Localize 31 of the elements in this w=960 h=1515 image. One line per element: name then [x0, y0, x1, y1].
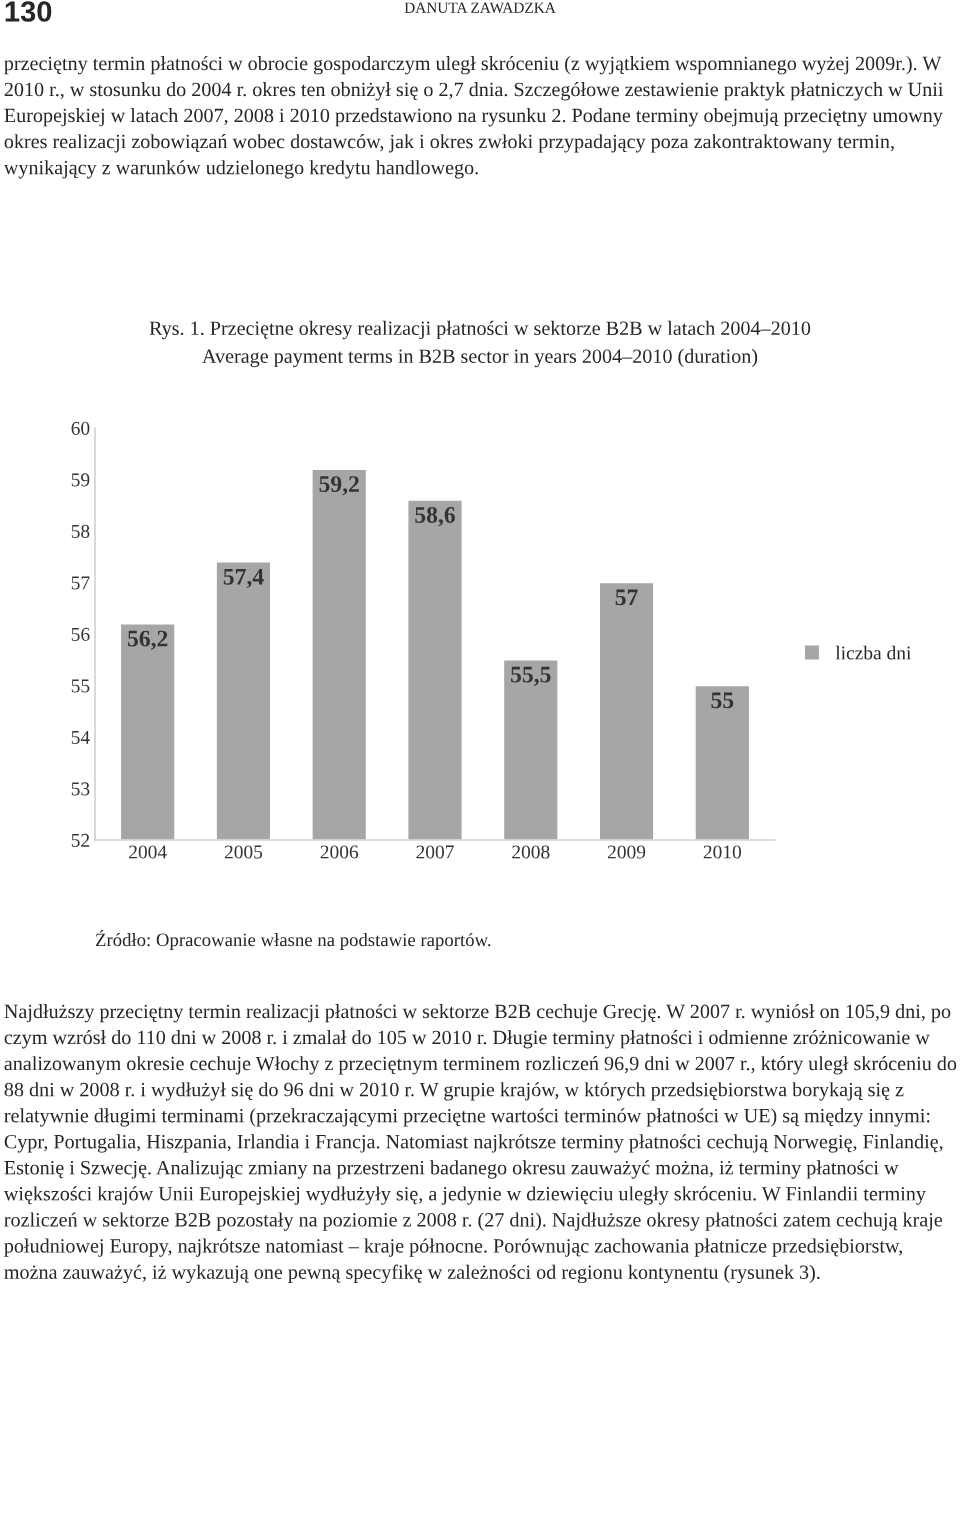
y-tick-label: 53 — [71, 782, 90, 796]
text: Źródło: Opracowanie własne na podstawie raportów. — [95, 929, 491, 951]
text: 55 — [711, 692, 734, 709]
y-tick-label: 58 — [71, 524, 90, 538]
text: przeciętny termin płatności w obrocie gospodarczym uległ skróceniu (z wyjątkiem wspomnianego wyżej 2009r.). W 2010 r., w stosunku do 2004 r. okres ten obniżył się o 2,7 dnia. Szczegółowe zestawienie praktyk płatniczych w Unii Europejskiej w latach 2007, 2008 i 2010 przedstawiono na rysunku 2. Podane terminy obejmują przeciętny umowny okres realizacji zobowiązań wobec dostawców, jak i okres zwłoki przypadający poza zakontraktowany termin, wynikający z warunków udzielonego kredytu handlowego. — [3, 56, 944, 179]
chart-title: Rys. 1. Przeciętne okresy realizacji płatności w sektorze B2B w latach 2004–2010 — [149, 320, 811, 340]
text: 55,5 — [511, 666, 551, 686]
y-tick-label: 60 — [71, 421, 90, 435]
text: DANUTA ZAWADZKA — [404, 2, 556, 13]
text: Najdłuższy przeciętny termin realizacji płatności w sektorze B2B cechuje Grecję. W 2007 r. wyniósł on 105,9 dni, po czym wzrósł do 110 dni w 2008 r. i zmalał do 105 w 2010 r. Długie terminy płatności i odmienne zróżnicowanie w analizowanym okresie cechuje Włochy z przeciętnym terminem rozliczeń 96,9 dni w 2007 r., który uległ skróceniu do 88 dni w 2008 r. i wydłużył się do 96 dni w 2010 r. W grupie krajów, w których przedsiębiorstwa borykają się z relatywnie długimi terminami (przekraczającymi przeciętne wartości terminów płatności w UE) są między innymi: Cypr, Portugalia, Hiszpania, Irlandia i Francja. Natomiast najkrótsze terminy płatności cechują Norwegię, Finlandię, Estonię i Szwecję. Analizując zmiany na przestrzeni badanego okresu zauważyć można, iż terminy płatności w większości krajów Unii Europejskiej wydłużyły się, a jedynie w dziewięciu uległy skróceniu. W Finlandii terminy rozliczeń w sektorze B2B pozostały na poziomie z 2008 r. (27 dni). Najdłuższe okresy płatności zatem cechują kraje południowej Europy, najkrótsze natomiast – kraje północne. Porównując zachowania płatnicze przedsiębiorstw, można zauważyć, iż wykazują one pewną specyfikę w zależności od regionu kontynentu (rysunek 3). — [3, 1004, 957, 1284]
y-tick-label: 55 — [71, 679, 90, 693]
x-tick-label: 2007 — [416, 845, 454, 859]
chart-subtitle: Average payment terms in B2B sector in years 2004–2010 (duration) — [202, 348, 758, 368]
x-tick-label: 2006 — [320, 845, 359, 859]
text: 58,6 — [415, 506, 455, 527]
legend-label: liczba dni — [835, 645, 912, 660]
y-tick-label: 54 — [71, 730, 90, 744]
y-tick-label: 52 — [71, 833, 90, 847]
y-tick-label: 57 — [71, 576, 90, 590]
text: 59,2 — [319, 476, 359, 496]
text: 130 — [5, 1, 52, 22]
x-tick-label: 2008 — [512, 845, 550, 859]
x-tick-label: 2005 — [224, 845, 263, 859]
text: 57 — [615, 589, 638, 606]
y-tick-label: 59 — [71, 473, 90, 487]
x-tick-label: 2009 — [607, 845, 646, 859]
text: 56,2 — [127, 630, 168, 650]
x-tick-label: 2010 — [703, 845, 742, 859]
text: 57,4 — [223, 568, 264, 589]
y-tick-label: 56 — [71, 627, 90, 641]
x-tick-label: 2004 — [129, 845, 167, 859]
